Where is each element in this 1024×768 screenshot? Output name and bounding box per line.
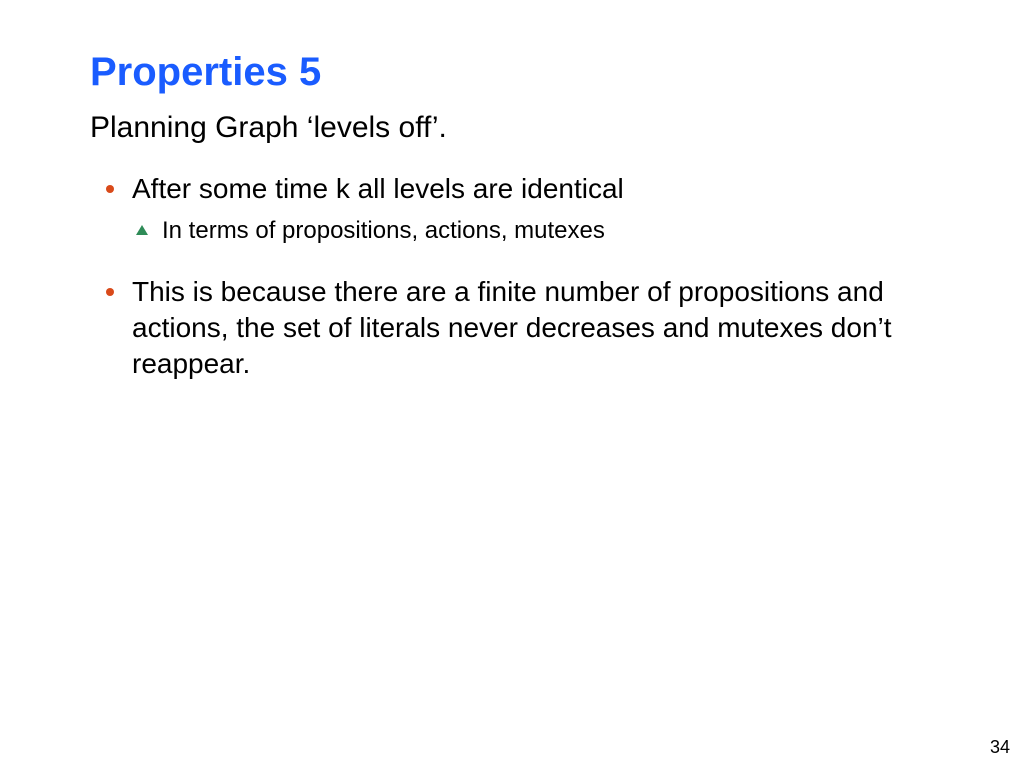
bullet-text: In terms of propositions, actions, mutex… xyxy=(162,217,605,244)
bullet-level2: In terms of propositions, actions, mutex… xyxy=(90,215,934,246)
bullet-text: This is because there are a finite numbe… xyxy=(132,276,892,379)
slide: Properties 5 Planning Graph ‘levels off’… xyxy=(0,0,1024,768)
slide-title: Properties 5 xyxy=(90,50,934,95)
slide-intro: Planning Graph ‘levels off’. xyxy=(90,111,934,145)
bullet-level1: This is because there are a finite numbe… xyxy=(90,274,934,381)
bullet-text: After some time k all levels are identic… xyxy=(132,173,624,204)
bullet-level1: After some time k all levels are identic… xyxy=(90,171,934,207)
page-number: 34 xyxy=(990,737,1010,758)
